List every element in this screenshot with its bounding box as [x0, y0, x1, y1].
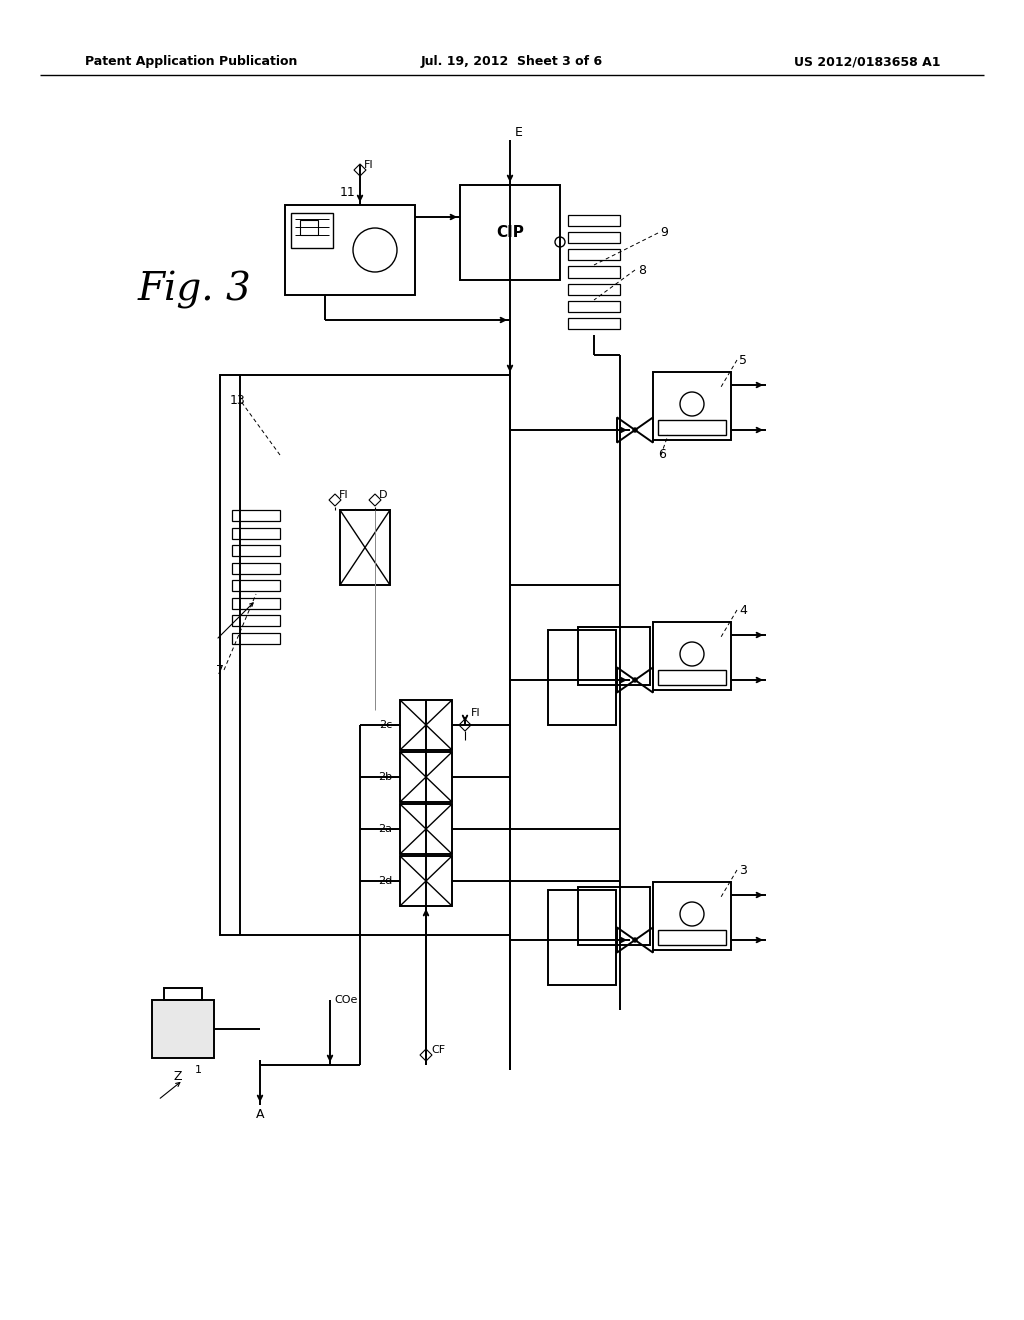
Bar — [568, 318, 620, 329]
Text: 2d: 2d — [378, 876, 392, 886]
Bar — [400, 804, 452, 854]
Text: 13: 13 — [230, 393, 246, 407]
Bar — [220, 375, 510, 935]
Text: 6: 6 — [658, 449, 666, 462]
Text: A: A — [256, 1109, 264, 1122]
Circle shape — [633, 939, 637, 942]
Bar — [232, 545, 280, 556]
Bar — [548, 890, 616, 985]
Bar — [164, 987, 202, 1001]
Bar — [400, 700, 452, 750]
Bar — [285, 205, 415, 294]
Bar — [400, 752, 452, 803]
Bar — [300, 220, 318, 235]
Text: 7: 7 — [216, 664, 224, 676]
Bar — [232, 510, 280, 521]
Bar — [232, 598, 280, 609]
Circle shape — [633, 678, 637, 682]
Text: 1: 1 — [195, 1065, 202, 1074]
Bar — [232, 615, 280, 627]
Text: COe: COe — [334, 995, 357, 1005]
Text: 3: 3 — [739, 863, 746, 876]
Bar — [653, 372, 731, 440]
Bar — [658, 420, 726, 436]
Text: 5: 5 — [739, 354, 746, 367]
Text: US 2012/0183658 A1: US 2012/0183658 A1 — [794, 55, 940, 69]
Bar — [578, 627, 650, 685]
Text: 9: 9 — [660, 227, 668, 239]
Text: CF: CF — [431, 1045, 445, 1055]
Text: Patent Application Publication: Patent Application Publication — [85, 55, 297, 69]
Bar — [232, 562, 280, 574]
Bar — [653, 622, 731, 690]
Bar — [232, 579, 280, 591]
Bar — [400, 855, 452, 906]
Text: 11: 11 — [340, 186, 355, 199]
Bar — [658, 931, 726, 945]
Bar — [548, 630, 616, 725]
Bar — [460, 185, 560, 280]
Bar — [291, 213, 333, 248]
Bar — [232, 528, 280, 539]
Bar — [568, 249, 620, 260]
Text: E: E — [515, 127, 523, 140]
Text: 8: 8 — [638, 264, 646, 276]
Bar — [568, 267, 620, 277]
Bar — [578, 887, 650, 945]
Text: CIP: CIP — [496, 224, 524, 240]
Text: 2c: 2c — [379, 719, 392, 730]
Bar — [152, 1001, 214, 1059]
Text: FI: FI — [339, 490, 348, 500]
Text: FI: FI — [471, 708, 480, 718]
Circle shape — [633, 428, 637, 432]
Text: D: D — [379, 490, 387, 500]
Text: 2a: 2a — [378, 824, 392, 834]
Bar — [568, 301, 620, 312]
Bar — [658, 671, 726, 685]
Bar — [232, 632, 280, 644]
Bar — [568, 284, 620, 294]
Bar — [653, 882, 731, 950]
Text: 4: 4 — [739, 603, 746, 616]
Text: FI: FI — [364, 160, 374, 170]
Text: 2b: 2b — [378, 772, 392, 781]
Text: Jul. 19, 2012  Sheet 3 of 6: Jul. 19, 2012 Sheet 3 of 6 — [421, 55, 603, 69]
Bar — [568, 215, 620, 226]
Bar — [340, 510, 390, 585]
Text: Z: Z — [174, 1069, 182, 1082]
Text: Fig. 3: Fig. 3 — [138, 271, 252, 309]
Bar — [568, 232, 620, 243]
